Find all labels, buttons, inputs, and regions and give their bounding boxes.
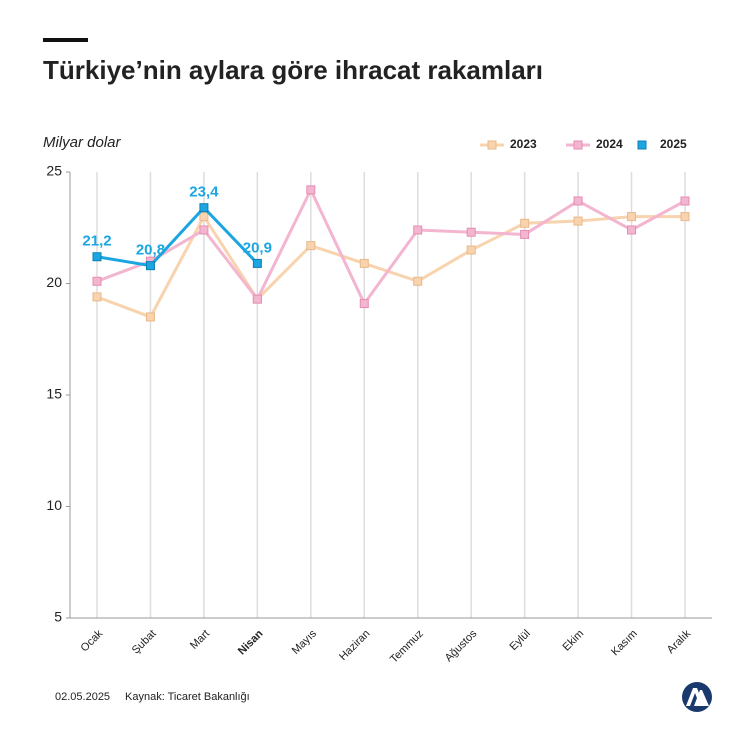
legend-marker	[637, 140, 647, 150]
point	[306, 185, 316, 195]
point	[252, 258, 262, 268]
legend-label: 2024	[596, 137, 623, 151]
point	[199, 203, 209, 213]
title-bar	[43, 38, 88, 42]
legend-marker	[573, 140, 583, 150]
point	[413, 225, 423, 235]
point	[92, 276, 102, 286]
point	[520, 218, 530, 228]
point	[199, 212, 209, 222]
y-tick-label: 25	[46, 163, 62, 179]
logo	[682, 682, 712, 712]
data-label: 21,2	[82, 233, 111, 250]
point	[520, 229, 530, 239]
point	[359, 299, 369, 309]
y-tick-label: 15	[46, 386, 62, 402]
legend-label: 2025	[660, 137, 687, 151]
data-label: 23,4	[189, 184, 219, 201]
y-tick-label: 5	[54, 609, 62, 625]
legend-label: 2023	[510, 137, 537, 151]
point	[573, 216, 583, 226]
logo-mark	[686, 688, 709, 706]
point	[145, 312, 155, 322]
point	[92, 292, 102, 302]
point	[359, 258, 369, 268]
chart-title: Türkiye’nin aylara göre ihracat rakamlar…	[43, 55, 543, 85]
y-tick-label: 20	[46, 274, 62, 290]
point	[627, 225, 637, 235]
point	[680, 212, 690, 222]
series-line	[96, 186, 686, 307]
point	[680, 196, 690, 206]
date: 02.05.2025	[55, 691, 110, 703]
point	[92, 252, 102, 262]
point	[466, 227, 476, 237]
point	[199, 225, 209, 235]
data-label: 20,8	[136, 242, 165, 259]
y-tick-label: 10	[46, 497, 62, 513]
series-line	[96, 213, 685, 319]
point	[413, 276, 423, 286]
data-label: 20,9	[243, 239, 272, 256]
point	[306, 241, 316, 251]
point	[252, 294, 262, 304]
y-axis-label: Milyar dolar	[43, 134, 122, 151]
point	[466, 245, 476, 255]
legend-marker	[487, 140, 497, 150]
series-line	[96, 205, 259, 268]
source: Kaynak: Ticaret Bakanlığı	[125, 691, 250, 703]
point	[627, 212, 637, 222]
point	[145, 261, 155, 271]
point	[573, 196, 583, 206]
